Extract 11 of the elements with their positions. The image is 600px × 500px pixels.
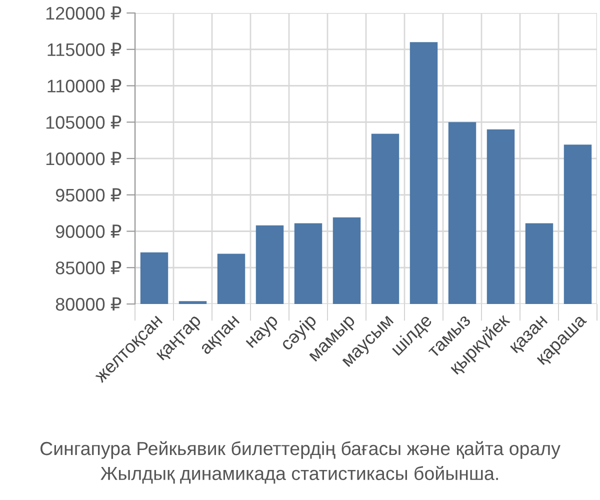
y-tick-label: 90000 ₽ — [56, 224, 122, 238]
y-tick-label: 80000 ₽ — [56, 297, 122, 311]
y-tick-label: 110000 ₽ — [48, 79, 122, 92]
text: Жылдық динамикада статистикасы бойынша. — [100, 466, 498, 484]
y-tick-label: 105000 ₽ — [46, 116, 122, 129]
y-tick-label: 100000 ₽ — [46, 152, 122, 166]
y-tick-label: 95000 ₽ — [56, 188, 122, 202]
text: Сингапура Рейкьявик билеттердің бағасы және қайта оралу — [40, 441, 560, 459]
y-tick-label: 115000 ₽ — [48, 42, 122, 56]
y-tick-label: 85000 ₽ — [56, 261, 122, 274]
y-tick-label: 120000 ₽ — [46, 6, 122, 20]
